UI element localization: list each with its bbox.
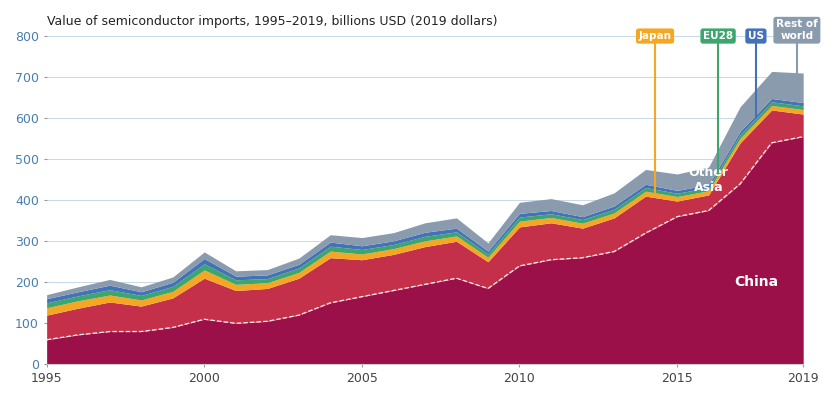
Text: China: China — [734, 275, 778, 289]
Text: EU28: EU28 — [703, 31, 733, 41]
Text: Japan: Japan — [639, 31, 671, 41]
Text: Rest of
world: Rest of world — [776, 20, 818, 41]
Text: Other
Asia: Other Asia — [689, 166, 729, 194]
Text: US: US — [748, 31, 764, 41]
Text: Value of semiconductor imports, 1995–2019, billions USD (2019 dollars): Value of semiconductor imports, 1995–201… — [47, 15, 497, 28]
